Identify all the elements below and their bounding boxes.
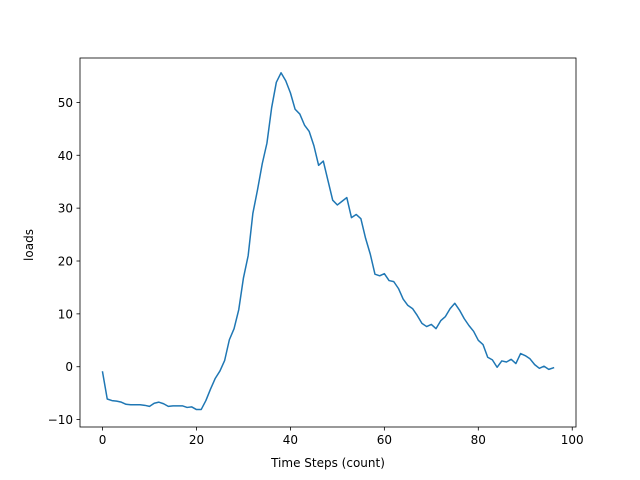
x-axis-label: Time Steps (count) <box>270 456 385 470</box>
plot-area: 0 20 40 60 80 100 −10 0 10 20 30 40 50 <box>48 57 584 447</box>
x-tick-label-0: 0 <box>99 433 107 447</box>
x-tick-label-80: 80 <box>471 433 486 447</box>
y-tick-label-10: 10 <box>58 307 73 321</box>
x-tick-label-100: 100 <box>561 433 584 447</box>
x-tick-label-60: 60 <box>377 433 392 447</box>
y-tick-label-40: 40 <box>58 149 73 163</box>
y-axis-label: loads <box>22 229 36 261</box>
y-tick-label-50: 50 <box>58 96 73 110</box>
x-tick-label-40: 40 <box>283 433 298 447</box>
y-tick-label-30: 30 <box>58 202 73 216</box>
y-tick-label-20: 20 <box>58 255 73 269</box>
series-line-0 <box>101 72 555 411</box>
y-tick-label--10: −10 <box>48 413 73 427</box>
y-tick-label-0: 0 <box>65 360 73 374</box>
axes-frame <box>79 57 577 428</box>
x-tick-label-20: 20 <box>189 433 204 447</box>
